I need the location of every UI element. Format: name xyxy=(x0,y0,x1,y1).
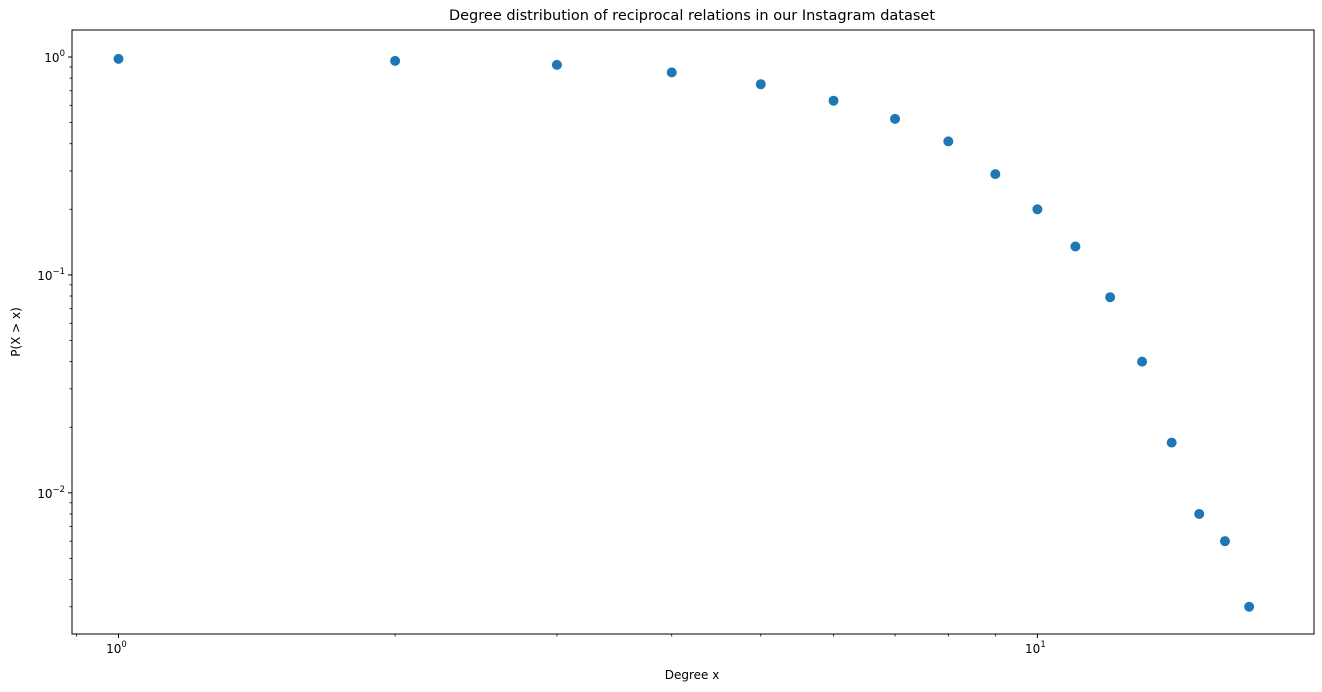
data-point xyxy=(943,136,954,147)
x-tick-label: 101 xyxy=(1025,640,1046,656)
y-axis-ticks: 100 10−1 10−2 xyxy=(37,49,72,501)
data-point xyxy=(890,113,901,124)
data-point xyxy=(828,95,839,106)
data-point xyxy=(551,59,562,70)
data-point xyxy=(755,79,766,90)
data-point xyxy=(1219,536,1230,547)
data-points xyxy=(113,53,1255,612)
data-point xyxy=(990,169,1001,180)
data-point xyxy=(390,55,401,66)
x-axis-ticks: 100 101 xyxy=(106,634,1046,656)
x-tick-label: 100 xyxy=(106,640,127,656)
data-point xyxy=(113,53,124,64)
plot-area xyxy=(72,30,1314,634)
plot-frame xyxy=(71,29,1315,635)
data-point xyxy=(1244,601,1255,612)
y-tick-label: 100 xyxy=(44,49,65,65)
chart-title: Degree distribution of reciprocal relati… xyxy=(449,8,935,24)
data-point xyxy=(1137,356,1148,367)
data-point xyxy=(1105,292,1116,303)
data-point xyxy=(1194,508,1205,519)
data-point xyxy=(1032,204,1043,215)
x-axis-label: Degree x xyxy=(665,668,720,682)
y-tick-label: 10−1 xyxy=(37,267,65,283)
y-axis-label: P(X > x) xyxy=(9,307,23,357)
y-tick-label: 10−2 xyxy=(37,485,65,501)
data-point xyxy=(1166,437,1177,448)
data-point xyxy=(1070,241,1081,252)
data-point xyxy=(666,67,677,78)
